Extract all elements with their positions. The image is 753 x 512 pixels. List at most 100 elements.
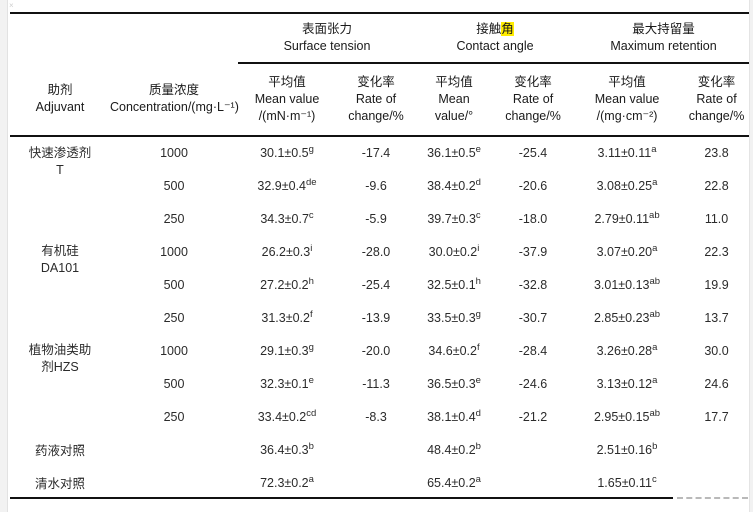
retention-mean-cell: 3.26±0.28a bbox=[574, 334, 680, 367]
significance-letter: f bbox=[309, 308, 313, 320]
contact-angle-rate-cell: -18.0 bbox=[518, 211, 548, 226]
mean-value-text: 3.13±0.12 bbox=[596, 376, 653, 391]
contact-angle-rate-cell bbox=[492, 466, 574, 499]
significance-letter: b bbox=[475, 440, 481, 452]
concentration-cell: 1000 bbox=[160, 244, 188, 259]
concentration-cell bbox=[110, 466, 238, 499]
retention-mean-cell: 2.85±0.23ab bbox=[574, 301, 680, 334]
retention-rate-cell: 22.8 bbox=[704, 178, 729, 193]
group-header-row: 表面张力 Surface tension 接触角 Contact angle 最… bbox=[10, 13, 753, 64]
significance-letter: g bbox=[308, 341, 314, 353]
retention-mean-cell: 3.07±0.20a bbox=[574, 235, 680, 268]
contact-angle-rate-cell: -21.2 bbox=[518, 409, 548, 424]
significance-letter: a bbox=[652, 242, 658, 254]
adjuvant-cell: 药液对照 bbox=[34, 444, 85, 458]
surface-tension-mean-cell: 27.2±0.2h bbox=[238, 268, 336, 301]
significance-letter: e bbox=[475, 374, 481, 386]
table-row: 清水对照 72.3±0.2a 65.4±0.2a 1.65±0.11c bbox=[10, 466, 753, 499]
retention-mean-cell: 3.13±0.12a bbox=[574, 367, 680, 400]
adjuvant-cell: 植物油类助 剂HZS bbox=[28, 343, 92, 374]
mean-value-text: 34.6±0.2 bbox=[428, 343, 477, 358]
significance-letter: e bbox=[475, 143, 481, 155]
contact-angle-mean-cell: 32.5±0.1h bbox=[416, 268, 492, 301]
significance-letter: c bbox=[308, 209, 314, 221]
contact-angle-rate-cell: -20.6 bbox=[518, 178, 548, 193]
surface-tension-mean-cell: 34.3±0.7c bbox=[238, 202, 336, 235]
col-ca-mean-header: 平均值 Mean value/° bbox=[416, 63, 493, 137]
mean-value-text: 3.07±0.20 bbox=[596, 244, 653, 259]
mean-value-text: 39.7±0.3 bbox=[427, 211, 476, 226]
mean-value-text: 36.4±0.3 bbox=[260, 442, 309, 457]
contact-angle-mean-cell: 38.4±0.2d bbox=[416, 169, 492, 202]
contact-angle-mean-cell: 65.4±0.2a bbox=[416, 466, 492, 499]
mean-value-text: 2.95±0.15 bbox=[593, 409, 650, 424]
surface-tension-rate-cell: -13.9 bbox=[361, 310, 391, 325]
corner-artifact: × bbox=[9, 1, 14, 10]
mean-value-text: 34.3±0.7 bbox=[260, 211, 309, 226]
retention-mean-cell: 3.08±0.25a bbox=[574, 169, 680, 202]
significance-letter: a bbox=[651, 143, 657, 155]
concentration-cell: 250 bbox=[163, 409, 185, 424]
surface-tension-rate-cell: -20.0 bbox=[361, 343, 391, 358]
significance-letter: ab bbox=[649, 407, 661, 419]
mean-value-text: 3.11±0.11 bbox=[597, 146, 652, 160]
contact-angle-mean-cell: 38.1±0.4d bbox=[416, 400, 492, 433]
group-max-retention: 最大持留量 Maximum retention bbox=[574, 13, 753, 64]
mean-value-text: 1.65±0.11 bbox=[597, 475, 652, 490]
mean-value-text: 72.3±0.2 bbox=[260, 475, 309, 490]
table-row: 250 33.4±0.2cd -8.3 38.1±0.4d -21.2 2.95±0.15… bbox=[10, 400, 753, 433]
retention-mean-cell: 2.95±0.15ab bbox=[574, 400, 680, 433]
surface-tension-mean-cell: 72.3±0.2a bbox=[238, 466, 336, 499]
significance-letter: a bbox=[475, 473, 481, 485]
sub-header-row: 助剂 Adjuvant 质量浓度 Concentration/(mg·L⁻¹) … bbox=[10, 63, 753, 137]
mean-value-text: 38.4±0.2 bbox=[427, 178, 476, 193]
table-row: 250 34.3±0.7c -5.9 39.7±0.3c -18.0 2.79±0.11a… bbox=[10, 202, 753, 235]
mean-value-text: 3.01±0.13 bbox=[593, 277, 650, 292]
mean-value-text: 36.1±0.5 bbox=[427, 146, 476, 160]
significance-letter: ab bbox=[649, 308, 661, 320]
adjuvant-cell: 有机硅 DA101 bbox=[40, 244, 80, 275]
significance-letter: h bbox=[475, 275, 481, 287]
significance-letter: c bbox=[651, 473, 657, 485]
mean-value-text: 48.4±0.2 bbox=[427, 442, 476, 457]
mean-value-text: 32.9±0.4 bbox=[257, 178, 306, 193]
group-surface-tension-zh: 表面张力 bbox=[302, 22, 353, 36]
table-row: 快速渗透剂 T 1000 30.1±0.5g -17.4 36.1±0.5e -25.4 3… bbox=[10, 136, 753, 177]
col-ret-rate-header: 变化率 Rate of change/% bbox=[680, 63, 753, 137]
mean-value-text: 30.0±0.2 bbox=[428, 244, 478, 259]
mean-value-text: 2.79±0.11 bbox=[594, 211, 650, 226]
mean-value-text: 38.1±0.4 bbox=[427, 409, 476, 424]
adjuvant-cell: 清水对照 bbox=[34, 477, 85, 491]
surface-tension-rate-cell: -17.4 bbox=[361, 146, 391, 160]
col-adjuvant-header: 助剂 Adjuvant bbox=[10, 63, 110, 137]
contact-angle-mean-cell: 39.7±0.3c bbox=[416, 202, 492, 235]
contact-angle-rate-cell: -30.7 bbox=[518, 310, 548, 325]
col-st-mean-header: 平均值 Mean value /(mN·m⁻¹) bbox=[238, 63, 336, 137]
table-row: 250 31.3±0.2f -13.9 33.5±0.3g -30.7 2.85±0.23… bbox=[10, 301, 753, 334]
retention-mean-cell: 2.79±0.11ab bbox=[574, 202, 680, 235]
mean-value-text: 27.2±0.2 bbox=[260, 277, 309, 292]
significance-letter: f bbox=[476, 341, 480, 353]
contact-angle-rate-cell: -25.4 bbox=[518, 146, 548, 160]
significance-letter: g bbox=[475, 308, 481, 320]
table-row: 500 32.3±0.1e -11.3 36.5±0.3e -24.6 3.13±0.12… bbox=[10, 367, 753, 400]
contact-angle-rate-cell: -37.9 bbox=[518, 244, 548, 259]
group-max-retention-zh: 最大持留量 bbox=[632, 22, 695, 36]
contact-angle-rate-cell: -28.4 bbox=[518, 343, 548, 358]
retention-mean-cell: 3.01±0.13ab bbox=[574, 268, 680, 301]
contact-angle-mean-cell: 34.6±0.2f bbox=[416, 334, 492, 367]
surface-tension-mean-cell: 31.3±0.2f bbox=[238, 301, 336, 334]
mean-value-text: 2.51±0.16 bbox=[596, 442, 653, 457]
significance-letter: h bbox=[308, 275, 314, 287]
mean-value-text: 3.08±0.25 bbox=[596, 178, 653, 193]
contact-angle-mean-cell: 30.0±0.2i bbox=[416, 235, 492, 268]
surface-tension-rate-cell: -5.9 bbox=[365, 211, 387, 226]
significance-letter: d bbox=[475, 407, 481, 419]
significance-letter: de bbox=[306, 176, 317, 188]
mean-value-text: 32.3±0.1 bbox=[260, 376, 309, 391]
adjuvant-cell: 快速渗透剂 T bbox=[28, 146, 92, 177]
search-highlight: 角 bbox=[501, 22, 514, 36]
concentration-cell: 250 bbox=[163, 310, 185, 325]
surface-tension-mean-cell: 36.4±0.3b bbox=[238, 433, 336, 466]
retention-rate-cell: 23.8 bbox=[704, 146, 729, 160]
